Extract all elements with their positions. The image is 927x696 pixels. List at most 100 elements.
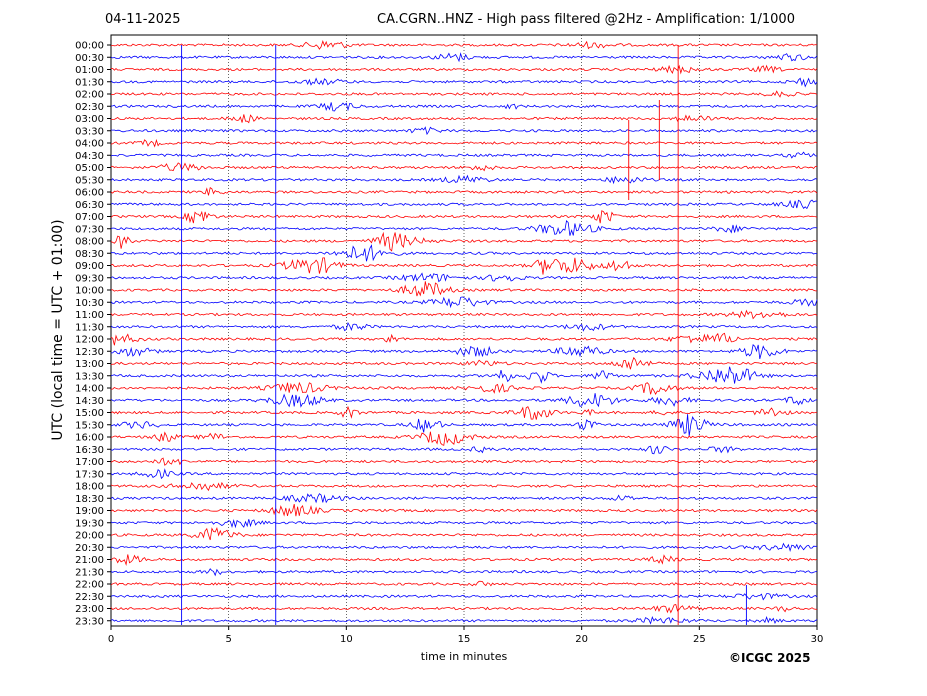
y-tick-label: 13:00 [75, 359, 104, 370]
trace-0200 [110, 90, 818, 98]
trace-layer [110, 39, 818, 625]
y-tick-label: 23:00 [75, 604, 104, 615]
trace-0600 [110, 187, 818, 196]
trace-1000 [110, 281, 818, 297]
y-tick-label: 01:30 [75, 77, 104, 88]
trace-1830 [110, 493, 818, 504]
y-tick-label: 21:30 [75, 567, 104, 578]
trace-1030 [110, 296, 818, 309]
y-tick-label: 18:30 [75, 494, 104, 505]
plot-frame [110, 34, 818, 627]
y-tick-label: 03:30 [75, 126, 104, 137]
trace-1430 [110, 393, 818, 408]
grid-layer [228, 35, 700, 626]
date-label: 04-11-2025 [105, 12, 181, 27]
x-tick-label: 20 [575, 634, 588, 645]
trace-0100 [110, 64, 818, 75]
y-tick-label: 01:00 [75, 65, 104, 76]
y-axis-label: UTC (local time = UTC + 01:00) [50, 219, 66, 440]
y-tick-label: 08:30 [75, 249, 104, 260]
y-tick-label: 04:30 [75, 151, 104, 162]
y-tick-label: 04:00 [75, 139, 104, 150]
trace-2100 [110, 554, 818, 567]
trace-1130 [110, 321, 818, 332]
y-tick-label: 10:00 [75, 286, 104, 297]
y-tick-label: 14:00 [75, 384, 104, 395]
trace-1200 [110, 332, 818, 346]
trace-2130 [110, 568, 818, 577]
x-axis-label: time in minutes [421, 650, 508, 663]
trace-0400 [110, 138, 818, 148]
trace-0930 [110, 272, 818, 283]
y-tick-label: 10:30 [75, 298, 104, 309]
y-tick-label: 20:30 [75, 543, 104, 554]
trace-0900 [110, 257, 818, 275]
trace-2300 [110, 604, 818, 614]
x-tick-label: 5 [225, 634, 231, 645]
y-tick-label: 08:00 [75, 237, 104, 248]
y-tick-label: 15:30 [75, 420, 104, 431]
trace-0430 [110, 151, 818, 159]
trace-0630 [110, 199, 818, 210]
x-tick-label: 15 [458, 634, 471, 645]
y-tick-label: 03:00 [75, 114, 104, 125]
trace-0830 [111, 244, 818, 262]
trace-1400 [111, 381, 818, 395]
y-tick-label: 16:00 [75, 433, 104, 444]
trace-1630 [110, 445, 818, 455]
y-tick-label: 09:30 [75, 273, 104, 284]
x-tick-label: 25 [693, 634, 706, 645]
y-tick-label: 18:00 [75, 482, 104, 493]
y-tick-label: 19:00 [75, 506, 104, 517]
y-tick-label: 06:00 [75, 188, 104, 199]
y-tick-label: 07:30 [75, 224, 104, 235]
trace-1100 [110, 309, 818, 320]
y-tick-label: 00:00 [75, 41, 104, 52]
y-tick-label: 22:30 [75, 592, 104, 603]
trace-0330 [110, 126, 817, 136]
copyright-label: ©ICGC 2025 [729, 651, 811, 665]
trace-1900 [110, 504, 818, 517]
trace-1600 [110, 431, 818, 446]
trace-2000 [110, 526, 818, 541]
y-tick-label: 05:00 [75, 163, 104, 174]
trace-1230 [111, 344, 818, 360]
trace-1800 [110, 481, 818, 492]
y-tick-label: 17:30 [75, 469, 104, 480]
trace-0700 [110, 210, 818, 224]
trace-0000 [110, 39, 818, 50]
trace-2200 [110, 580, 818, 587]
y-tick-label: 09:00 [75, 261, 104, 272]
y-tick-label: 11:00 [75, 310, 104, 321]
y-tick-label: 13:30 [75, 371, 104, 382]
y-tick-label: 14:30 [75, 396, 104, 407]
y-tick-label: 11:30 [75, 322, 104, 333]
y-tick-label: 15:00 [75, 408, 104, 419]
trace-0800 [110, 231, 818, 252]
x-tick-label: 10 [340, 634, 353, 645]
trace-2330 [110, 615, 818, 625]
trace-0730 [110, 219, 818, 236]
trace-0230 [110, 102, 818, 112]
trace-1730 [110, 468, 818, 480]
y-tick-label: 22:00 [75, 580, 104, 591]
x-tick-label: 30 [811, 634, 824, 645]
trace-1530 [110, 414, 818, 437]
trace-0300 [110, 114, 818, 124]
trace-1500 [110, 405, 818, 420]
chart-title: CA.CGRN..HNZ - High pass filtered @2Hz -… [377, 12, 795, 27]
trace-1700 [110, 457, 818, 466]
trace-0530 [110, 174, 818, 185]
y-tick-label: 17:00 [75, 457, 104, 468]
y-tick-label: 02:00 [75, 90, 104, 101]
x-ticks: 0 5 10 15 20 25 30 [108, 626, 824, 645]
y-tick-label: 12:00 [75, 335, 104, 346]
y-tick-label: 07:00 [75, 212, 104, 223]
y-tick-label: 20:00 [75, 531, 104, 542]
y-tick-label: 19:30 [75, 518, 104, 529]
trace-0130 [110, 77, 818, 88]
y-tick-label: 00:30 [75, 53, 104, 64]
y-tick-label: 06:30 [75, 200, 104, 211]
trace-1300 [110, 356, 818, 370]
